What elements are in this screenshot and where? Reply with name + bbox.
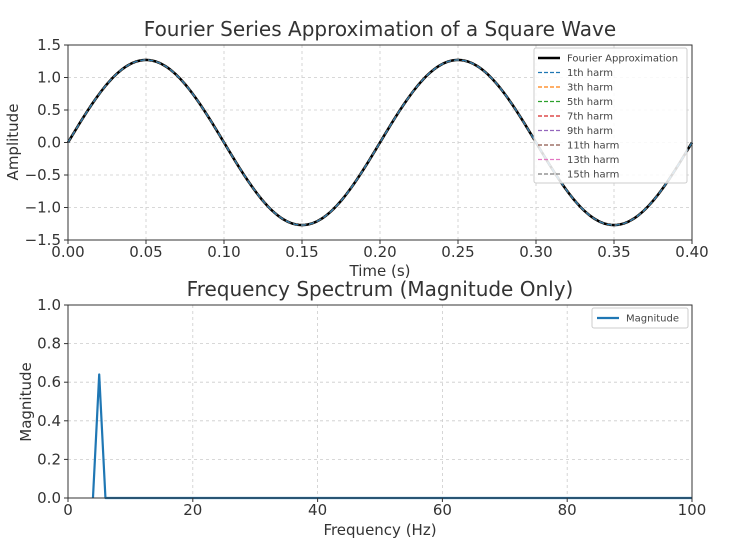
bottom-chart-title: Frequency Spectrum (Magnitude Only) [187,277,574,301]
top-chart-ytick-label: −1.5 [25,231,61,249]
top-chart-xtick-label: 0.20 [363,243,396,261]
legend-label: 1th harm [567,68,613,79]
legend-label: 5th harm [567,97,613,108]
legend-label: Fourier Approximation [567,54,678,65]
top-chart-xtick-label: 0.40 [675,243,708,261]
top-chart-xlabel: Time (s) [349,262,411,280]
bottom-chart-ytick-label: 0.6 [37,373,61,391]
top-chart-ytick-label: 0.0 [37,134,61,152]
bottom-chart-ytick-label: 0.8 [37,335,61,353]
bottom-chart-ytick-label: 0.4 [37,412,61,430]
top-chart-ytick-label: 1.5 [37,36,61,54]
legend-label: 3th harm [567,83,613,94]
bottom-chart-grid [67,304,693,499]
bottom-chart-ytick-label: 0.0 [37,489,61,507]
harmonic-line-1 [67,59,693,226]
top-chart-xtick-label: 0.35 [597,243,630,261]
bottom-chart-ytick-label: 0.2 [37,450,61,468]
bottom-chart-frame [67,304,693,499]
legend-label: 11th harm [567,141,619,152]
top-chart-ytick-label: −1.0 [25,199,61,217]
legend-label: 15th harm [567,170,619,181]
bottom-chart-ylabel: Magnitude [17,362,35,441]
legend-label: 13th harm [567,155,619,166]
top-chart-series [66,58,694,227]
top-chart-ylabel: Amplitude [4,104,22,181]
top-chart-ytick-label: 0.5 [37,101,61,119]
legend-label: Magnitude [626,314,679,325]
legend-label: 9th harm [567,126,613,137]
top-chart-legend: Fourier Approximation 1th harm 3th harm 5th… [533,47,688,184]
bottom-chart-xtick-label: 80 [558,501,577,519]
top-chart-xtick-label: 0.00 [51,243,84,261]
top-chart-xtick-label: 0.10 [207,243,240,261]
top-chart-xtick-label: 0.15 [285,243,318,261]
top-chart-ytick-label: 1.0 [37,69,61,87]
top-chart-xtick-label: 0.05 [129,243,162,261]
top-chart-title: Fourier Series Approximation of a Square… [144,17,616,41]
top-chart: Fourier Series Approximation of a Square… [4,17,709,280]
top-chart-ticks: 0.00 0.05 0.10 0.15 0.20 0.25 0.30 0.35 0.40 −1.5… [25,36,709,261]
top-chart-xtick-label: 0.30 [519,243,552,261]
bottom-chart: Frequency Spectrum (Magnitude Only) 0 20 4… [17,277,706,539]
bottom-chart-legend: Magnitude [591,307,689,329]
bottom-chart-xlabel: Frequency (Hz) [323,521,436,539]
bottom-chart-series [91,373,692,500]
bottom-chart-xtick-label: 40 [308,501,327,519]
magnitude-line [91,373,692,500]
bottom-legend-box [591,307,689,329]
bottom-chart-ticks: 0 20 40 60 80 100 0.0 0.2 0.4 0.6 0.8 1.0 [37,296,706,519]
legend-label: 7th harm [567,112,613,123]
top-chart-ytick-label: −0.5 [25,166,61,184]
top-legend-box [533,47,688,184]
bottom-chart-xtick-label: 0 [63,501,73,519]
bottom-chart-xtick-label: 60 [433,501,452,519]
top-chart-xtick-label: 0.25 [441,243,474,261]
bottom-chart-xtick-label: 20 [183,501,202,519]
bottom-chart-xtick-label: 100 [678,501,707,519]
bottom-chart-ytick-label: 1.0 [37,296,61,314]
